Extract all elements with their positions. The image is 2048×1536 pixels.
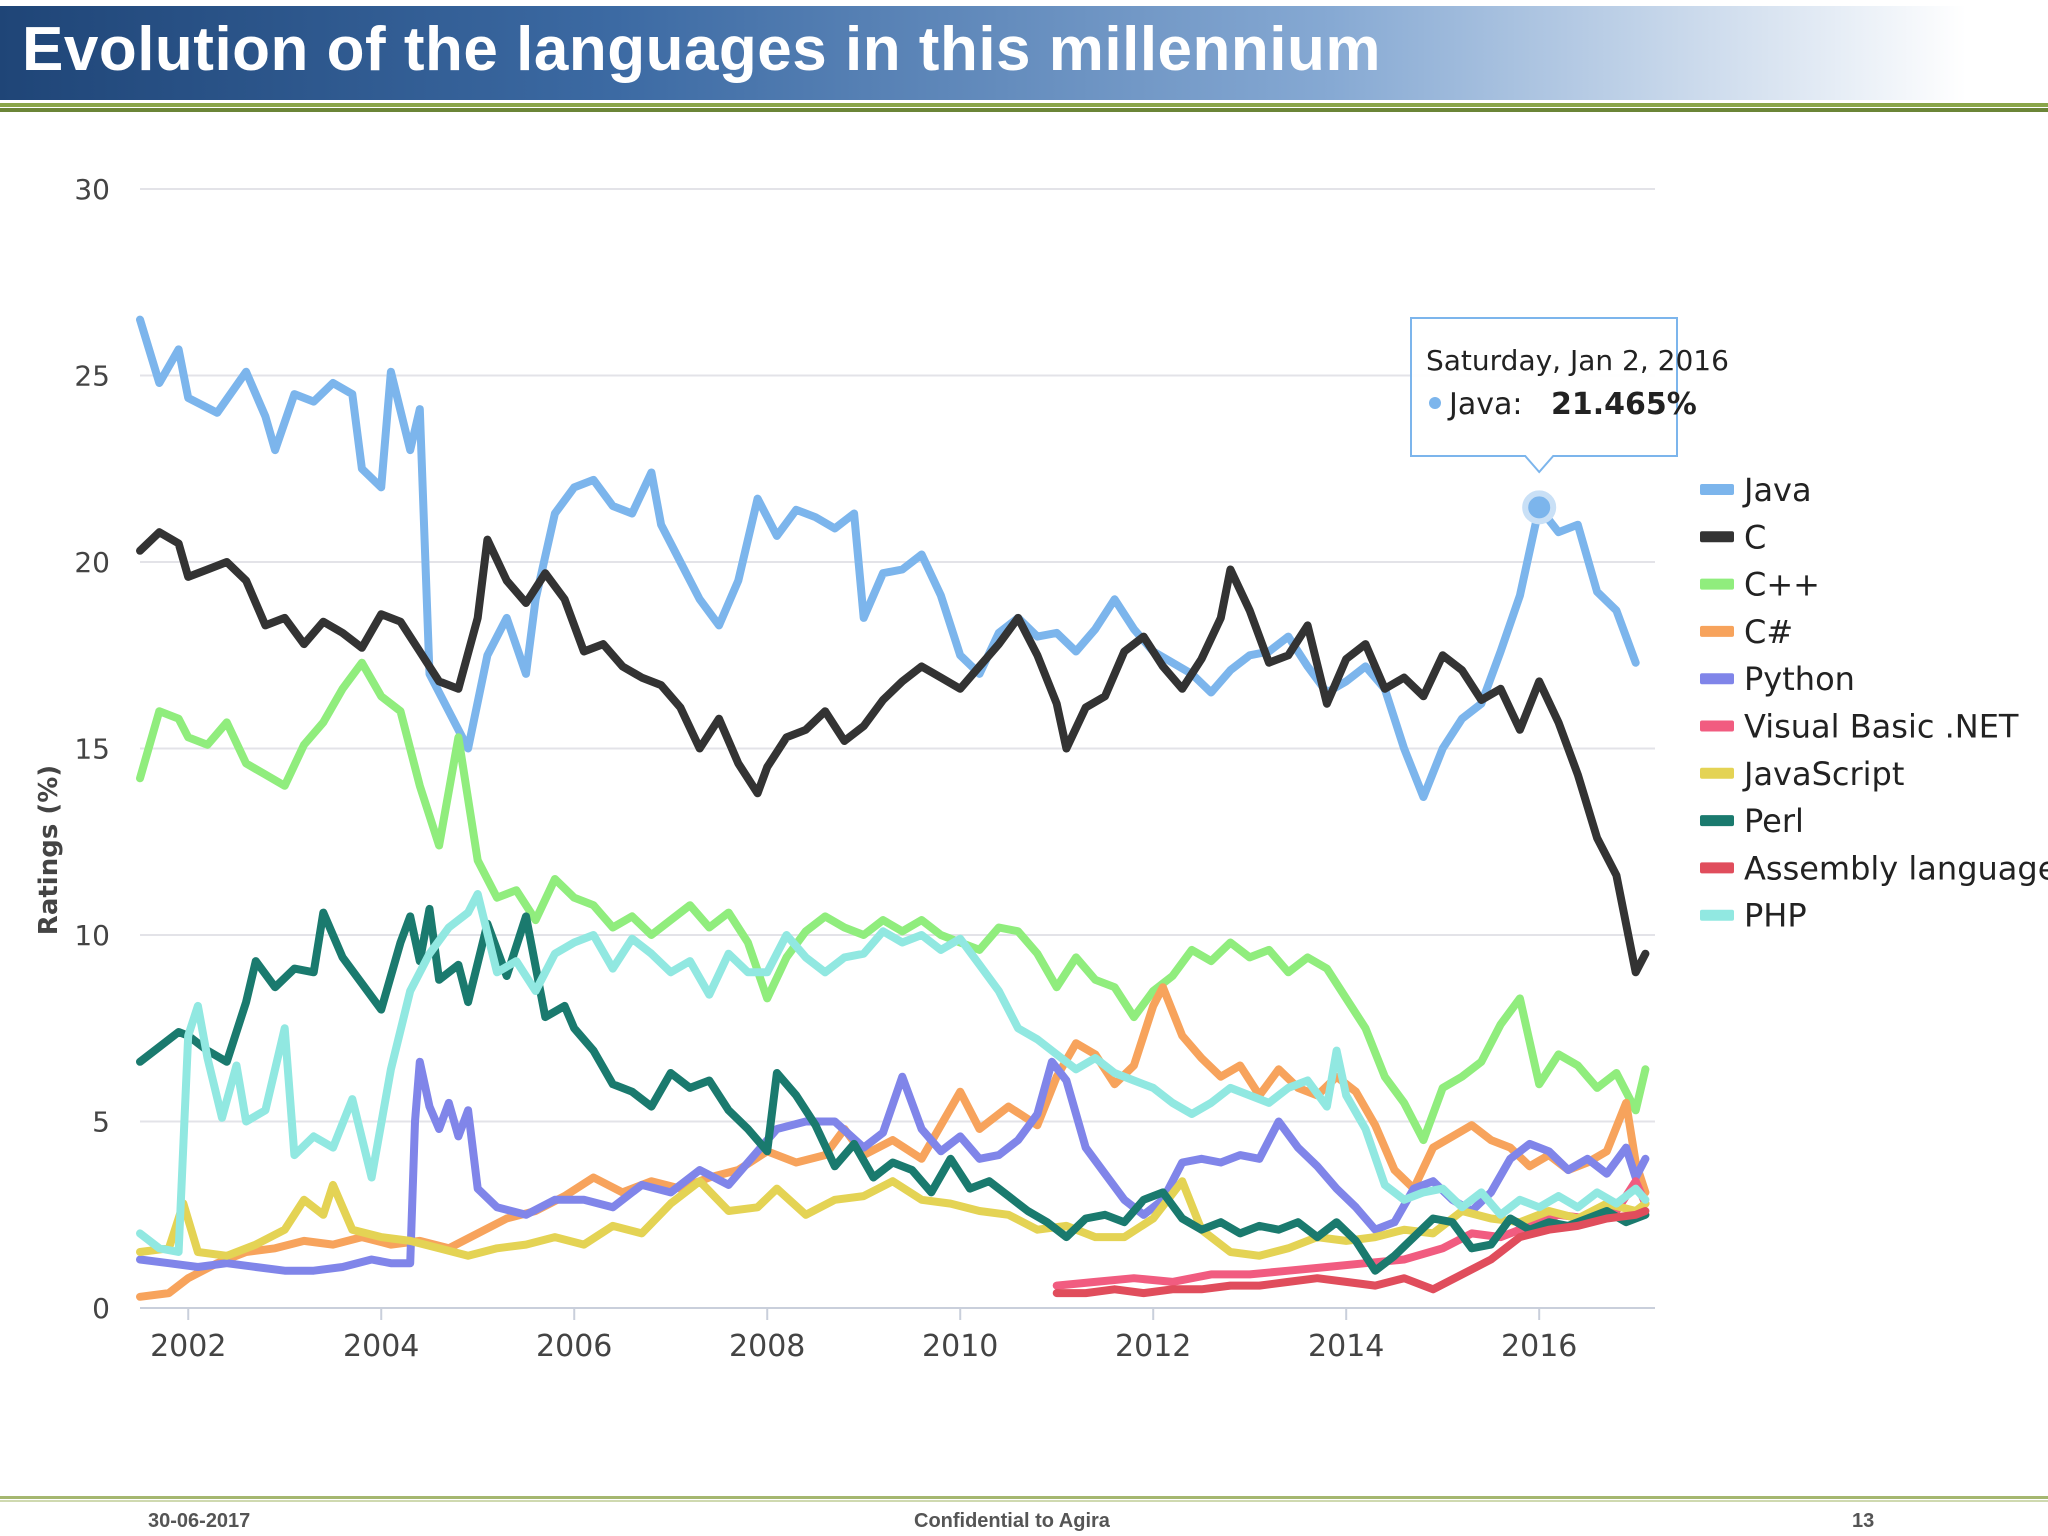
x-tick-label: 2012: [1115, 1329, 1191, 1364]
legend-item-php[interactable]: PHP: [1700, 897, 1807, 935]
legend: Java C C++ C# Python Visual Basic .NET JavaScr…: [1700, 471, 2048, 935]
legend-swatch: [1700, 720, 1734, 732]
series-line-c[interactable]: [136, 658, 1650, 1145]
legend-label: PHP: [1744, 897, 1807, 935]
legend-item-python[interactable]: Python: [1700, 660, 1855, 698]
footer-confidential: Confidential to Agira: [914, 1510, 1110, 1532]
title-underline: [0, 103, 2048, 107]
legend-label: Java: [1742, 471, 1812, 509]
footer-page-number: 13: [1852, 1510, 1875, 1532]
legend-swatch: [1700, 625, 1734, 637]
x-tick-label: 2008: [729, 1329, 805, 1364]
footer-rule: [0, 1496, 2048, 1499]
slide-title: Evolution of the languages in this mille…: [22, 15, 1382, 84]
tooltip: Saturday, Jan 2, 2016 Java: 21.465%: [1410, 317, 1729, 525]
tooltip-date: Saturday, Jan 2, 2016: [1426, 344, 1729, 377]
series-line-javascript[interactable]: [136, 1177, 1650, 1260]
series-line-java[interactable]: [136, 315, 1640, 801]
x-tick-label: 2006: [536, 1329, 612, 1364]
x-tick-label: 2010: [922, 1329, 998, 1364]
tooltip-marker[interactable]: [1522, 490, 1557, 525]
tooltip-series-name: Java:: [1447, 387, 1522, 422]
legend-swatch: [1700, 484, 1734, 495]
legend-label: C: [1744, 518, 1766, 556]
series-line-python[interactable]: [136, 1057, 1650, 1275]
y-tick-label: 25: [74, 360, 110, 393]
y-tick-label: 15: [74, 733, 110, 766]
legend-item-assembly-language[interactable]: Assembly language: [1700, 849, 2048, 887]
legend-item-c[interactable]: C++: [1700, 566, 1820, 604]
legend-swatch: [1700, 673, 1734, 685]
title-underline-dark: [0, 108, 2048, 112]
legend-item-perl[interactable]: Perl: [1700, 802, 1804, 840]
tooltip-series-dot: [1429, 397, 1441, 409]
series-line-perl[interactable]: [136, 904, 1650, 1275]
legend-item-java[interactable]: Java: [1700, 471, 1812, 509]
title-bar: Evolution of the languages in this mille…: [0, 6, 2048, 100]
series-line-assembly-language[interactable]: [1052, 1207, 1650, 1298]
legend-item-visual-basic-net[interactable]: Visual Basic .NET: [1700, 708, 2019, 746]
tooltip-box: [1410, 317, 1678, 474]
footer-rule-light: [0, 1500, 2048, 1502]
y-axis-label: Ratings (%): [34, 765, 64, 935]
y-tick-label: 10: [74, 919, 110, 952]
series-line-c[interactable]: [136, 528, 1650, 977]
legend-label: Perl: [1744, 802, 1804, 840]
x-axis-ticks: 2002 2004 2006 2008 2010 2012 2014 2016: [150, 1308, 1577, 1364]
language-ratings-chart: 0 5 10 15 20 25 30 2002 2004 2006 2008 2010 2012 201…: [34, 173, 2048, 1364]
series-line-php[interactable]: [136, 890, 1650, 1256]
y-tick-label: 20: [74, 546, 110, 579]
tooltip-value: 21.465%: [1551, 387, 1697, 422]
x-tick-label: 2016: [1501, 1329, 1577, 1364]
legend-label: Python: [1744, 660, 1855, 698]
y-axis-ticks: 0 5 10 15 20 25 30: [74, 173, 110, 1325]
legend-swatch: [1700, 578, 1734, 590]
x-tick-label: 2004: [343, 1329, 419, 1364]
legend-label: C#: [1744, 613, 1793, 651]
legend-swatch: [1700, 767, 1734, 779]
legend-label: JavaScript: [1742, 755, 1904, 793]
legend-item-c[interactable]: C#: [1700, 613, 1793, 651]
legend-item-javascript[interactable]: JavaScript: [1700, 755, 1904, 793]
y-tick-label: 30: [74, 173, 110, 206]
legend-swatch: [1700, 862, 1734, 874]
legend-swatch: [1700, 909, 1734, 921]
legend-label: C++: [1744, 566, 1820, 604]
legend-item-c[interactable]: C: [1700, 518, 1766, 556]
footer-date: 30-06-2017: [148, 1510, 251, 1532]
legend-label: Assembly language: [1744, 849, 2048, 887]
legend-swatch: [1700, 531, 1734, 543]
legend-label: Visual Basic .NET: [1744, 708, 2019, 746]
y-tick-label: 0: [92, 1292, 110, 1325]
x-tick-label: 2002: [150, 1329, 226, 1364]
y-tick-label: 5: [92, 1106, 110, 1139]
legend-swatch: [1700, 815, 1734, 827]
series-lines: [136, 315, 1650, 1301]
x-tick-label: 2014: [1308, 1329, 1384, 1364]
